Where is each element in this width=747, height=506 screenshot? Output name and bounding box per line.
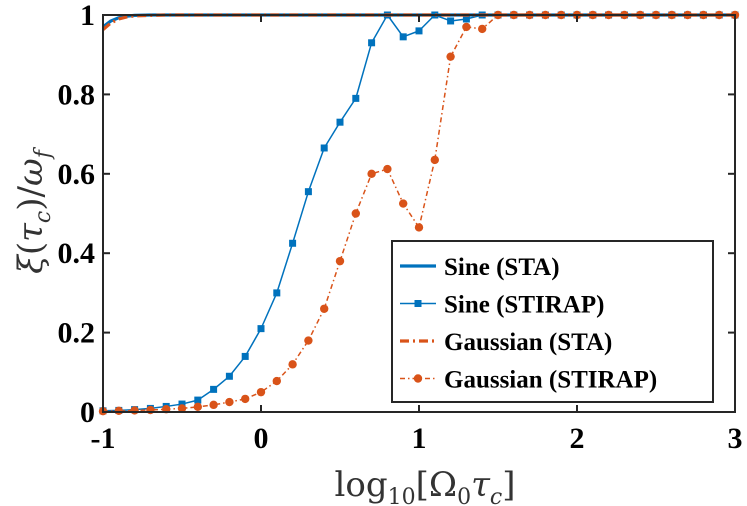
x-tick-label: 2 [570,422,585,455]
data-point [447,17,455,25]
y-label-subc: c [31,211,56,223]
data-point [130,406,139,415]
data-point [178,400,186,408]
data-point [194,396,202,404]
y-label-paren: ( [11,242,51,255]
data-point [209,400,218,410]
legend: Sine (STA) Sine (STIRAP) Gaussian (STA) Gau… [391,240,714,403]
data-point [114,406,124,416]
x-tick-label: 3 [728,422,743,455]
data-point [193,402,202,412]
y-axis-label: ξ(τc)/ωf [11,146,56,274]
x-tick-label: 0 [254,422,269,455]
data-point [177,404,187,413]
legend-marker [413,374,423,383]
data-point [383,164,392,174]
data-point [335,256,345,266]
data-point [399,199,408,208]
legend-label: Sine (STA) [444,254,560,281]
series-3 [98,10,740,416]
data-point [288,360,297,369]
data-point [336,118,344,126]
x-label-sub: 10 [388,485,416,506]
legend-entry: Gaussian (STA) [400,329,612,356]
data-point [352,94,360,102]
legend-entry: Gaussian (STIRAP) [400,367,657,394]
x-label-body: [Ω [416,465,457,505]
data-point [289,239,297,247]
legend-entry: Sine (STIRAP) [400,292,604,319]
y-tick-label: 0.4 [58,237,96,270]
data-point [256,387,266,397]
x-tick-label: 1 [412,422,427,455]
legend-label: Gaussian (STIRAP) [444,367,657,394]
data-point [415,27,423,35]
x-label-close: ] [502,465,515,505]
data-point [351,209,360,218]
data-point [446,52,455,61]
data-point [304,188,312,196]
data-point [399,33,407,41]
y-label-tau: τ [11,222,51,242]
y-label-mid: )/ [11,185,51,210]
data-point [462,22,471,32]
data-point [430,155,439,165]
legend-marker [414,300,422,307]
data-point [367,169,376,178]
data-point [241,394,250,404]
data-point [414,223,424,232]
data-point [225,397,234,407]
x-label-subc: c [490,485,502,506]
data-point [225,372,233,380]
legend-box [391,240,714,403]
y-tick-label: 0.8 [58,78,96,111]
x-axis-label: log10[Ω0τc] [335,465,516,506]
x-label-tau: τ [471,465,491,505]
y-label-xi: ξ [11,253,51,274]
y-tick-label: 0 [80,396,95,429]
data-point [320,144,328,152]
data-point [241,352,249,360]
legend-label: Sine (STIRAP) [444,292,604,319]
y-label-omega: ω [11,158,51,186]
x-tick-label: -1 [91,422,116,455]
legend-entry: Sine (STA) [400,254,560,281]
data-point [478,24,487,34]
data-point [462,15,470,23]
y-tick-label: 0.2 [58,317,96,350]
x-label-sub0: 0 [457,485,471,506]
data-point [320,304,329,313]
x-label-log: log [335,465,388,505]
y-tick-label: 0.6 [58,158,96,191]
legend-label: Gaussian (STA) [444,329,612,356]
data-point [273,289,281,297]
data-point [210,385,218,393]
data-point [368,39,376,47]
data-point [304,336,313,345]
data-point [257,325,265,333]
y-tick-label: 1 [80,0,95,32]
axes: -1 0 1 2 300.20.40.60.81 [58,0,743,455]
data-point [272,376,281,386]
